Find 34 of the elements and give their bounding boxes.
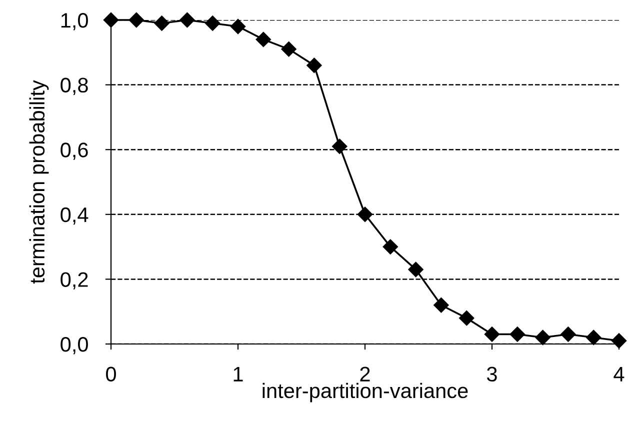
x-tick-label: 4 [614, 366, 624, 382]
point [484, 326, 500, 342]
point [357, 206, 373, 222]
point [256, 32, 271, 48]
point [154, 16, 170, 31]
y-tick-label: 0,6 [60, 142, 88, 160]
point [332, 138, 348, 154]
point [180, 12, 195, 28]
point [434, 298, 449, 313]
x-tick-label: 3 [487, 366, 497, 382]
point [408, 262, 424, 278]
point [103, 12, 119, 28]
x-tick-label: 1 [234, 366, 243, 382]
point [510, 326, 525, 342]
point [586, 330, 602, 346]
x-tick-label: 2 [360, 366, 370, 382]
y-tick-label: 0,2 [60, 272, 88, 290]
x-axis-title: inter-partition-variance [262, 382, 468, 402]
point [281, 42, 296, 57]
point [205, 16, 220, 31]
point [306, 58, 322, 73]
point [560, 326, 576, 342]
point [230, 18, 246, 34]
point [382, 239, 398, 254]
y-tick-label: 0,0 [60, 337, 88, 354]
y-tick-label: 0,4 [60, 207, 88, 225]
y-tick-label: 0,8 [60, 78, 88, 96]
point [459, 310, 474, 326]
y-axis-title: termination probability [29, 80, 49, 284]
x-tick-label: 0 [106, 366, 116, 382]
point [128, 12, 144, 28]
point [611, 333, 627, 348]
point [535, 330, 550, 346]
y-tick-label: 1,0 [61, 13, 88, 30]
